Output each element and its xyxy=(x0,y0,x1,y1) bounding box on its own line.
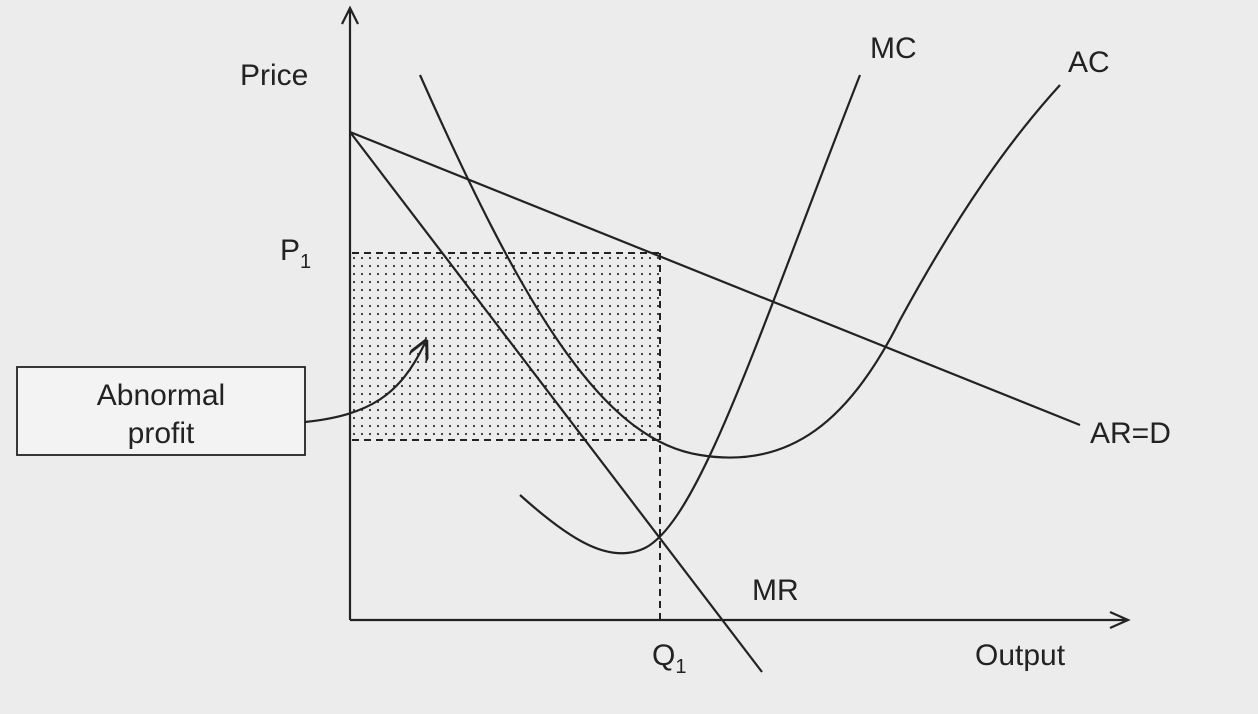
demand-label: AR=D xyxy=(1090,417,1171,450)
price-subscript: 1 xyxy=(300,251,311,273)
x-axis xyxy=(350,610,1131,630)
price-symbol: P xyxy=(280,234,300,267)
y-axis xyxy=(341,5,359,620)
ac-curve xyxy=(418,74,1061,459)
x-axis-label: Output xyxy=(975,639,1066,672)
profit-area xyxy=(352,253,660,440)
y-axis-label: Price xyxy=(240,59,308,92)
guide-lines xyxy=(352,252,661,620)
annotation-line: Abnormal xyxy=(97,379,225,412)
demand-curve xyxy=(349,130,1081,427)
mr-label: MR xyxy=(752,574,799,607)
mr-curve xyxy=(349,131,763,673)
annotation-line: profit xyxy=(128,417,195,450)
annotation-arrow xyxy=(304,343,425,424)
price-label: P1 xyxy=(280,234,311,273)
mc-curve xyxy=(519,74,862,555)
quantity-subscript: 1 xyxy=(675,656,686,678)
mc-label: MC xyxy=(870,32,917,65)
quantity-label: Q1 xyxy=(652,639,686,678)
annotation-box xyxy=(16,366,306,456)
quantity-symbol: Q xyxy=(652,639,675,672)
ac-label: AC xyxy=(1068,46,1110,79)
